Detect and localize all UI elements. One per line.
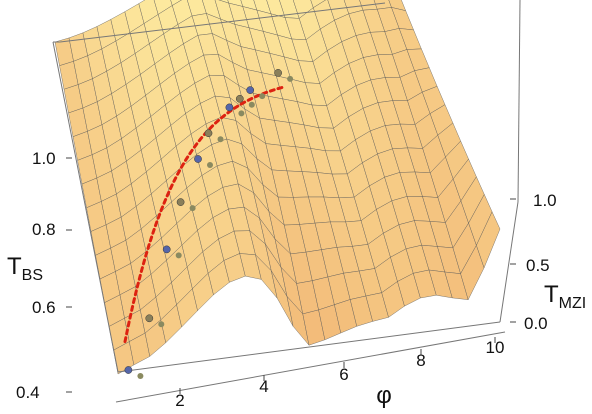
t-bs-tick-label: 0.6 bbox=[32, 298, 56, 317]
t-bs-tick-label: 0.4 bbox=[16, 383, 40, 402]
measured-point-shadow bbox=[287, 75, 294, 82]
t-mzi-axis-label: TMZI bbox=[544, 281, 586, 312]
phi-tick-label: 8 bbox=[416, 351, 425, 370]
box-edge bbox=[115, 331, 506, 403]
measured-point-shadow bbox=[259, 93, 266, 100]
phi-tick-label: 2 bbox=[175, 391, 184, 410]
measured-point bbox=[194, 155, 202, 163]
measured-point bbox=[176, 198, 185, 206]
phi-ticks bbox=[179, 337, 496, 394]
t-bs-ticks bbox=[66, 157, 72, 393]
t-mzi-label-main: T bbox=[544, 281, 559, 308]
t-mzi-tick-label: 0.5 bbox=[526, 256, 550, 275]
box-edge bbox=[499, 201, 519, 323]
t-bs-axis-label: TBS bbox=[7, 253, 43, 284]
measured-point-shadow bbox=[137, 373, 144, 379]
measured-point-shadow bbox=[158, 321, 165, 328]
box-edge bbox=[517, 0, 521, 203]
measured-point bbox=[162, 245, 171, 254]
measured-points bbox=[124, 69, 294, 379]
t-bs-tick-label: 1.0 bbox=[32, 149, 56, 168]
box-edge bbox=[52, 41, 119, 373]
t-bs-label-sub: BS bbox=[22, 267, 43, 284]
box-edge bbox=[117, 321, 501, 373]
measured-point-shadow bbox=[217, 136, 224, 143]
phi-tick-label: 10 bbox=[486, 338, 505, 357]
measured-point-shadow bbox=[248, 101, 255, 108]
t-bs-tick-label: 0.8 bbox=[32, 220, 56, 239]
measured-point bbox=[225, 103, 234, 112]
measured-point bbox=[145, 314, 154, 323]
phi-tick-label: 6 bbox=[339, 365, 348, 384]
measured-point-shadow bbox=[207, 162, 213, 168]
measured-point bbox=[274, 69, 282, 77]
measured-point bbox=[246, 86, 255, 94]
measured-point bbox=[235, 94, 244, 103]
phi-axis: 2 4 6 8 10 φ bbox=[175, 337, 504, 410]
surface-mesh bbox=[54, 0, 501, 375]
measured-point-shadow bbox=[175, 252, 182, 259]
measured-point bbox=[204, 129, 213, 138]
phi-axis-label: φ bbox=[376, 382, 392, 409]
t-mzi-label-sub: MZI bbox=[559, 295, 587, 312]
measured-point bbox=[124, 366, 133, 374]
phi-tick-label: 4 bbox=[259, 377, 268, 396]
t-bs-axis: 0.4 0.6 0.8 1.0 TBS bbox=[7, 149, 72, 402]
t-mzi-axis: 0.0 0.5 1.0 TMZI bbox=[510, 191, 586, 333]
t-mzi-tick-label: 0.0 bbox=[524, 314, 548, 333]
surface-patch bbox=[476, 211, 501, 269]
measured-point-shadow bbox=[238, 110, 245, 117]
bounding-box bbox=[52, 0, 521, 403]
t-mzi-tick-label: 1.0 bbox=[533, 191, 557, 210]
measured-point-shadow bbox=[189, 205, 196, 212]
t-mzi-ticks bbox=[510, 198, 516, 323]
box-edge bbox=[59, 2, 386, 43]
t-bs-label-main: T bbox=[7, 253, 22, 280]
